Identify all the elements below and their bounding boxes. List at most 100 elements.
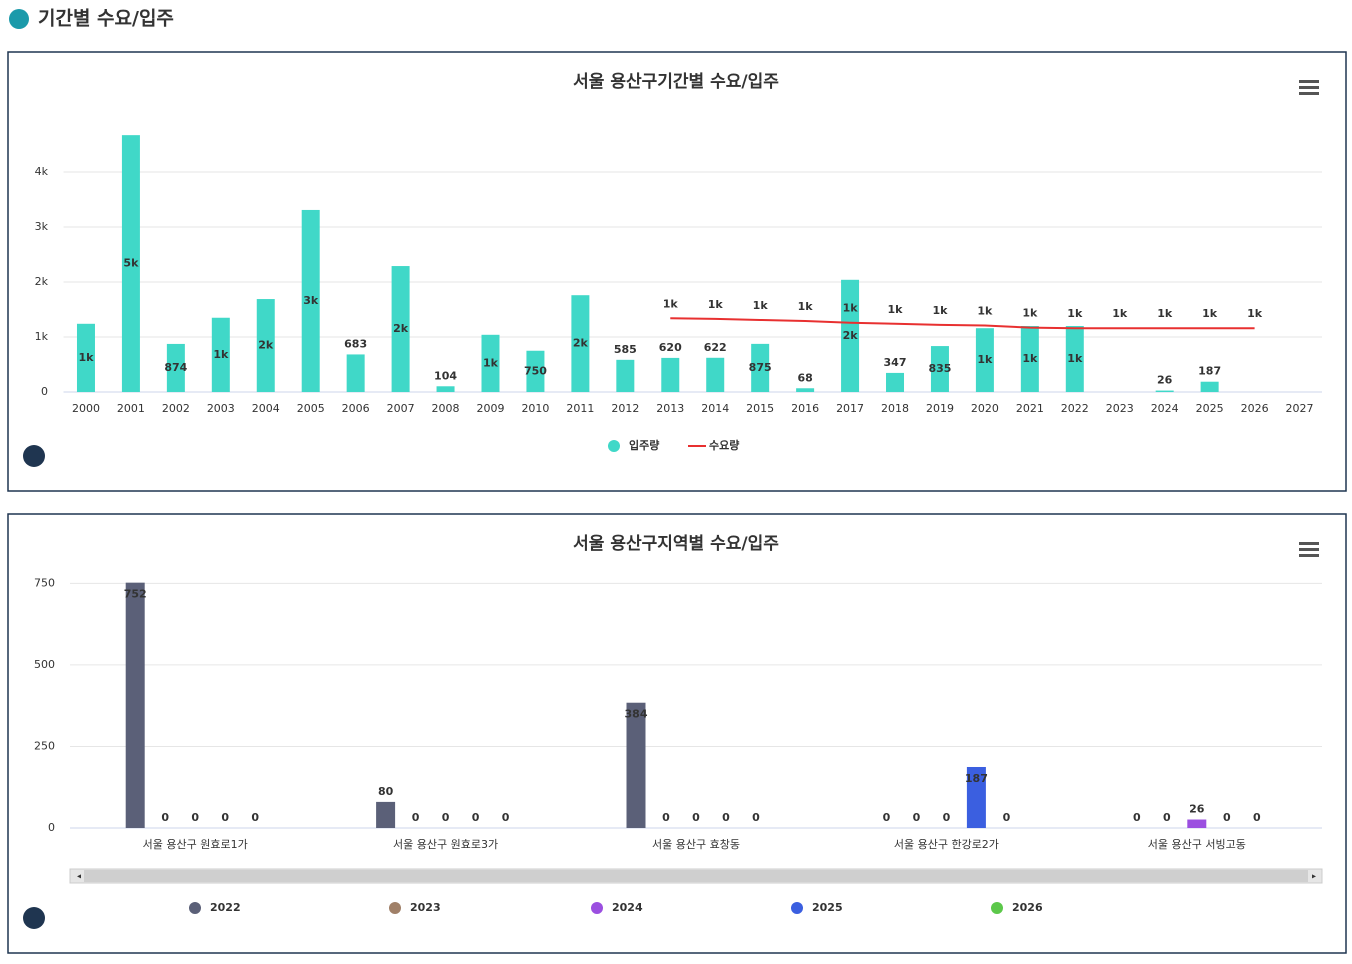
bar: [526, 350, 545, 392]
data-label: 1k: [1157, 307, 1173, 320]
data-label: 2k: [258, 339, 274, 352]
bar: [626, 702, 646, 828]
bar: [125, 582, 145, 828]
legend-swatch: [389, 902, 401, 914]
x-tick-label: 2016: [791, 402, 819, 415]
data-label: 1k: [888, 303, 904, 316]
data-label: 187: [1198, 365, 1221, 378]
bar: [346, 354, 365, 392]
x-tick-label: 서울 용산구 한강로2가: [894, 838, 999, 851]
data-label: 0: [221, 811, 229, 824]
line: [670, 317, 1255, 330]
x-tick-label: 2012: [611, 402, 639, 415]
menu-button[interactable]: [1299, 542, 1319, 557]
data-label: 585: [614, 343, 637, 356]
data-label: 1k: [213, 348, 229, 361]
x-tick-label: 2008: [432, 402, 460, 415]
data-label: 0: [1163, 811, 1171, 824]
data-label: 620: [659, 341, 682, 354]
data-label: 1k: [932, 304, 948, 317]
data-label: 0: [412, 811, 420, 824]
data-label: 1k: [1022, 307, 1038, 320]
x-tick-label: 2017: [836, 402, 864, 415]
legend-label: 2026: [1012, 901, 1043, 914]
data-label: 0: [251, 811, 259, 824]
bar: [76, 323, 95, 392]
bar: [886, 372, 905, 392]
data-label: 0: [1223, 811, 1231, 824]
chart-title: 서울 용산구기간별 수요/입주: [573, 72, 779, 92]
data-label: 1k: [663, 297, 679, 310]
y-tick-label: 2k: [35, 275, 49, 288]
data-label: 0: [913, 811, 921, 824]
x-tick-label: 2007: [387, 402, 415, 415]
x-tick-label: 2014: [701, 402, 729, 415]
x-tick-label: 2010: [521, 402, 549, 415]
data-label: 1k: [977, 353, 993, 366]
data-label: 1k: [1067, 307, 1083, 320]
bar: [616, 359, 635, 392]
chart-title: 서울 용산구지역별 수요/입주: [573, 534, 779, 554]
data-label: 835: [928, 362, 951, 375]
panel: [7, 513, 1347, 954]
data-label: 752: [124, 588, 147, 601]
x-tick-label: 2004: [252, 402, 280, 415]
data-label: 0: [722, 811, 730, 824]
data-label: 347: [884, 356, 907, 369]
data-label: 0: [161, 811, 169, 824]
menu-button[interactable]: [1299, 80, 1319, 95]
data-label: 2k: [393, 322, 409, 335]
bar: [966, 766, 986, 828]
data-label: 0: [752, 811, 760, 824]
data-label: 0: [943, 811, 951, 824]
data-label: 875: [749, 361, 772, 374]
scrollbar[interactable]: ◂ ▸: [69, 868, 1323, 884]
x-tick-label: 2015: [746, 402, 774, 415]
data-label: 2k: [573, 337, 589, 350]
y-tick-label: 3k: [35, 220, 49, 233]
bar: [121, 135, 140, 392]
logo: [23, 445, 45, 467]
data-label: 1k: [483, 356, 499, 369]
x-tick-label: 2003: [207, 402, 235, 415]
legend-label: 입주량: [629, 439, 659, 452]
x-tick-label: 2021: [1016, 402, 1044, 415]
bar: [1065, 326, 1084, 392]
x-tick-label: 2022: [1061, 402, 1089, 415]
svg-text:▸: ▸: [1312, 872, 1316, 881]
y-tick-label: 0: [48, 821, 55, 834]
legend-swatch: [991, 902, 1003, 914]
data-label: 5k: [123, 257, 139, 270]
bar: [796, 388, 815, 392]
data-label: 1k: [78, 351, 94, 364]
legend-label: 2025: [812, 901, 843, 914]
y-tick-label: 250: [34, 739, 55, 752]
legend-swatch: [591, 902, 603, 914]
data-label: 0: [442, 811, 450, 824]
x-tick-label: 2001: [117, 402, 145, 415]
bar: [376, 801, 396, 828]
data-label: 1k: [843, 302, 859, 315]
x-tick-label: 서울 용산구 효창동: [652, 838, 740, 851]
legend-swatch: [189, 902, 201, 914]
x-tick-label: 2018: [881, 402, 909, 415]
data-label: 3k: [303, 294, 319, 307]
data-label: 1k: [1202, 307, 1218, 320]
legend-label: 2023: [410, 901, 441, 914]
x-tick-label: 2011: [566, 402, 594, 415]
data-label: 1k: [1247, 307, 1263, 320]
legend-swatch: [608, 440, 620, 452]
bar: [436, 386, 455, 392]
x-tick-label: 2006: [342, 402, 370, 415]
bar: [1020, 326, 1039, 392]
header-icon: [9, 9, 29, 29]
svg-text:◂: ◂: [77, 872, 81, 881]
data-label: 1k: [1022, 352, 1038, 365]
x-tick-label: 2026: [1241, 402, 1269, 415]
data-label: 104: [434, 369, 457, 382]
y-tick-label: 750: [34, 576, 55, 589]
bar: [841, 279, 860, 392]
y-tick-label: 0: [41, 385, 48, 398]
x-tick-label: 2020: [971, 402, 999, 415]
